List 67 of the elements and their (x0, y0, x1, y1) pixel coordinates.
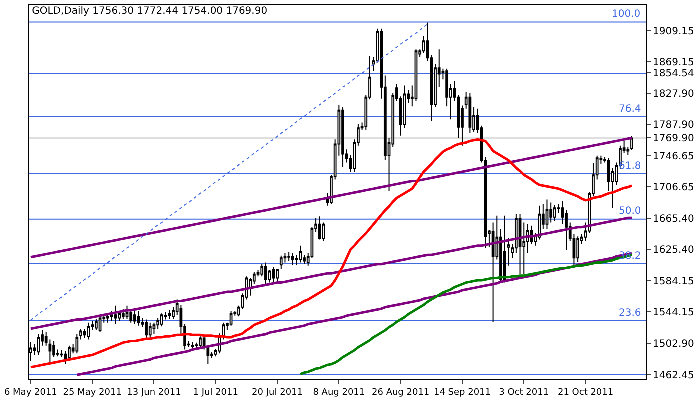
candlestick (291, 253, 294, 266)
y-tick-label: 1584.15 (653, 276, 694, 288)
y-tick-label: 1854.54 (653, 68, 694, 80)
candlestick (468, 93, 472, 134)
candlestick (342, 106, 344, 168)
candlestick (130, 308, 133, 324)
candlestick (576, 236, 580, 263)
candlestick (114, 305, 118, 325)
candlestick (272, 266, 276, 284)
candlestick (80, 328, 82, 340)
candlestick (68, 345, 71, 362)
candlestick (94, 318, 98, 332)
candlestick (145, 319, 148, 339)
candlestick (222, 322, 226, 340)
candlestick (288, 252, 291, 262)
candlestick (280, 255, 283, 270)
y-tick-label: 1544.15 (653, 307, 694, 318)
candlestick (503, 215, 506, 284)
x-tick-label: 14 Sep 2011 (434, 388, 492, 398)
candlestick (554, 204, 556, 222)
x-tick-label: 20 Jul 2011 (252, 388, 303, 398)
candlestick (87, 322, 90, 340)
candlestick (276, 268, 279, 284)
candlestick (199, 336, 202, 348)
candlestick (106, 313, 110, 324)
y-tick-label: 1909.15 (653, 26, 694, 38)
x-tick-label: 25 May 2011 (63, 388, 122, 398)
candlestick (191, 342, 194, 352)
candlestick (76, 334, 79, 354)
candlestick (160, 313, 164, 328)
annotation: 100.0 (612, 9, 641, 20)
annotation: 76.4 (619, 104, 642, 115)
candlestick (318, 216, 322, 240)
candlestick (299, 245, 302, 264)
x-tick-label: 13 Jun 2011 (127, 388, 182, 398)
y-tick-label: 1787.90 (653, 120, 694, 131)
y-tick-label: 1502.90 (653, 339, 694, 350)
y-tick-label: 1769.90 (653, 134, 694, 145)
candlestick (137, 310, 140, 326)
annotation: 23.6 (619, 308, 642, 319)
x-tick-label: 1 Jul 2011 (193, 388, 238, 398)
candlestick (168, 310, 172, 320)
x-tick-label: 6 May 2011 (4, 388, 58, 398)
candlestick (37, 334, 40, 356)
x-tick-label: 21 Oct 2011 (558, 388, 614, 398)
candlestick (152, 322, 156, 335)
candlestick (148, 322, 152, 339)
x-tick-label: 3 Oct 2011 (499, 388, 550, 398)
candlestick (230, 310, 233, 326)
y-tick-label: 1625.40 (653, 244, 694, 256)
y-tick-label: 1665.40 (653, 214, 694, 226)
candlestick (122, 308, 125, 320)
candlestick (518, 214, 522, 275)
annotation: 50.0 (619, 206, 642, 217)
x-tick-label: 26 Aug 2011 (372, 388, 430, 398)
chart-title: GOLD,Daily 1756.30 1772.44 1754.00 1769.90 (32, 6, 268, 17)
candlestick (126, 305, 129, 320)
candlestick (264, 262, 268, 285)
candlestick (134, 310, 136, 325)
y-tick-label: 1462.45 (653, 370, 694, 382)
y-tick-label: 1827.90 (653, 89, 694, 100)
candlestick (546, 199, 549, 230)
y-tick-label: 1869.15 (653, 57, 694, 68)
x-tick-label: 8 Aug 2011 (313, 388, 366, 398)
candlestick (630, 136, 634, 151)
y-tick-label: 1746.65 (653, 152, 694, 163)
y-tick-label: 1706.65 (653, 182, 694, 194)
